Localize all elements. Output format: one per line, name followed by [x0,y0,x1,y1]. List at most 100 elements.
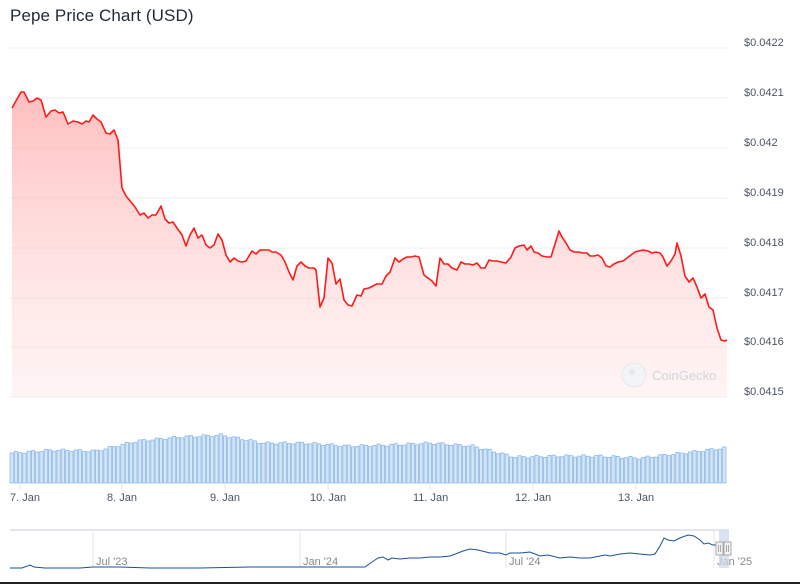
volume-bar [508,456,513,484]
volume-bar [504,453,509,484]
x-label: 11. Jan [413,492,448,504]
volume-bar [624,457,629,484]
volume-bar [334,445,338,484]
volume-bar [573,456,577,484]
volume-bar [415,444,420,484]
volume-bar [619,457,624,484]
y-label: $0.0422 [744,37,784,49]
volume-bar [637,458,642,484]
volume-bar [590,456,595,484]
navigator[interactable]: Jul '23 Jan '24 Jul '24 Jan '25 [10,529,752,569]
volume-bar [329,443,334,484]
volume-bar [585,455,590,484]
volume-bar [188,435,193,484]
volume-bar [244,440,249,484]
volume-bar [500,452,505,484]
volume-bar [278,442,283,484]
volume-bar [129,442,134,484]
y-label: $0.042 [744,137,778,149]
volume-bar [628,455,633,484]
volume-bar [227,437,232,484]
volume-bar [453,443,458,484]
volume-bar [321,445,326,484]
volume-bar [491,451,496,484]
volume-bar [184,435,189,484]
volume-bar [90,449,95,484]
coingecko-watermark: CoinGecko [621,362,716,388]
volume-bar [380,445,385,484]
volume-bar [444,444,449,484]
volume-bar [159,438,164,484]
volume-bar [346,444,351,484]
volume-bar [406,442,411,484]
x-label: 13. Jan [618,492,654,504]
volume-bar [133,442,138,484]
volume-bar [295,441,300,484]
watermark-text: CoinGecko [652,368,716,383]
volume-bar [555,456,560,484]
volume-bar [526,457,531,484]
volume-bar [269,442,274,484]
volume-bar [389,443,394,484]
volume-bar [252,440,257,484]
volume-bar [48,449,53,484]
volume-bar [355,446,360,484]
volume-bar [683,453,688,484]
volume-bar [150,439,155,484]
volume-bar [517,455,522,484]
y-label: $0.0416 [744,336,784,348]
volume-bar [534,454,539,484]
x-label: 10. Jan [310,492,346,504]
volume-bar [581,454,586,484]
volume-bar [696,451,701,484]
volume-bar [641,457,646,484]
volume-bar [167,437,172,484]
price-line[interactable] [11,91,728,342]
volume-bar [35,451,40,484]
volume-bar [265,441,270,484]
volume-bar [432,444,437,484]
volume-bar [124,442,129,484]
volume-bar [713,449,718,484]
price-area [12,92,727,397]
volume-bar [120,443,125,484]
navigator-handle-left[interactable] [715,541,724,556]
volume-bar [376,443,381,484]
volume-bar [419,443,424,484]
volume-bar [385,445,390,484]
volume-bar [146,440,151,484]
volume-bar [52,450,57,484]
volume-bar [9,452,14,484]
volume-bar [201,434,206,484]
volume-bar [440,442,445,484]
navigator-handle-right[interactable] [723,541,732,556]
volume-bar [22,452,27,484]
volume-bar [718,448,723,484]
volume-bar [538,456,543,484]
volume-bar [457,444,462,484]
volume-bar [543,457,548,484]
volume-bar [82,451,87,484]
y-label: $0.0415 [744,386,784,398]
volume-bar [547,455,552,484]
volume-bar [137,439,142,484]
volume-bar [193,436,198,484]
volume-bar [56,449,61,484]
volume-bar [43,449,48,484]
volume-bar [26,450,31,484]
volume-bar [86,451,91,484]
volume-bar [351,446,356,484]
volume-bar [282,441,287,484]
x-axis [19,484,637,490]
volume-bar [654,456,659,484]
volume-bar [594,455,599,484]
volume-bar [338,446,343,484]
x-label: 8. Jan [107,492,137,504]
volume-bar [449,444,454,484]
volume-bar [466,445,471,484]
volume-bar [257,443,262,484]
volume-bar [611,455,616,484]
volume-bar [470,444,475,484]
volume-bar [645,455,650,484]
